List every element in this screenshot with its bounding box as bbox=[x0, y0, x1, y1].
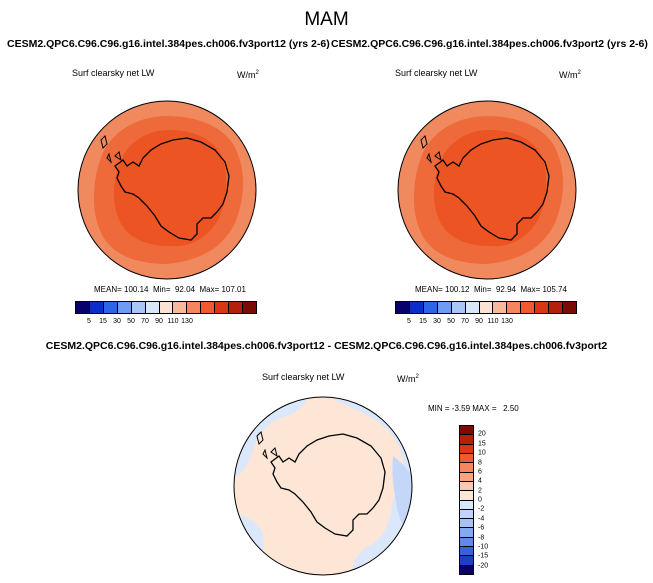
colorbar-tick-label: 4 bbox=[478, 477, 482, 485]
colorbar-swatch bbox=[409, 302, 424, 313]
colorbar-swatch bbox=[117, 302, 132, 313]
colorbar-tick-label: 90 bbox=[475, 318, 483, 325]
colorbar-swatch bbox=[460, 426, 473, 436]
colorbar-swatch bbox=[563, 302, 576, 313]
colorbar-swatch bbox=[460, 519, 473, 529]
right-colorbar-labels: 5 15 30 50 70 90 110 130 bbox=[395, 318, 577, 328]
colorbar-swatch bbox=[460, 556, 473, 566]
colorbar-swatch bbox=[479, 302, 494, 313]
left-variable-label: Surf clearsky net LW bbox=[72, 68, 155, 78]
colorbar-swatch bbox=[229, 302, 244, 313]
right-polar-map bbox=[397, 100, 577, 280]
colorbar-swatch bbox=[89, 302, 104, 313]
colorbar-swatch bbox=[173, 302, 188, 313]
colorbar-swatch bbox=[460, 491, 473, 501]
colorbar-swatch bbox=[460, 509, 473, 520]
colorbar-tick-label: -10 bbox=[478, 543, 489, 551]
colorbar-swatch bbox=[460, 547, 473, 557]
colorbar-swatch bbox=[103, 302, 118, 313]
colorbar-tick-label: 2 bbox=[478, 487, 482, 495]
right-variable-label: Surf clearsky net LW bbox=[395, 68, 478, 78]
colorbar-tick-label: 8 bbox=[478, 459, 482, 466]
difference-polar-map bbox=[233, 396, 413, 576]
colorbar-tick-label: 10 bbox=[478, 449, 486, 457]
colorbar-swatch bbox=[159, 302, 174, 313]
colorbar-tick-label: 5 bbox=[87, 318, 91, 325]
colorbar-tick-label: 20 bbox=[478, 430, 486, 438]
difference-unit-label: W/m2 bbox=[397, 374, 419, 384]
colorbar-swatch bbox=[187, 302, 202, 313]
colorbar-tick-label: -8 bbox=[478, 534, 485, 541]
colorbar-swatch bbox=[460, 453, 473, 464]
colorbar-swatch bbox=[460, 435, 473, 445]
left-stats: MEAN= 100.14 Min= 92.04 Max= 107.01 bbox=[94, 285, 246, 294]
colorbar-swatch bbox=[521, 302, 536, 313]
colorbar-swatch bbox=[460, 463, 473, 473]
left-unit-label: W/m2 bbox=[237, 70, 259, 80]
left-panel-title: CESM2.QPC6.C96.C96.g16.intel.384pes.ch00… bbox=[7, 38, 330, 50]
colorbar-swatch bbox=[460, 528, 473, 538]
colorbar-tick-label: -20 bbox=[478, 562, 489, 570]
colorbar-swatch bbox=[423, 302, 438, 313]
colorbar-swatch bbox=[437, 302, 452, 313]
colorbar-tick-label: 6 bbox=[478, 468, 482, 476]
colorbar-swatch bbox=[460, 444, 473, 454]
colorbar-swatch bbox=[460, 500, 473, 510]
colorbar-tick-label: 90 bbox=[155, 318, 163, 325]
difference-panel-title: CESM2.QPC6.C96.C96.g16.intel.384pes.ch00… bbox=[45, 340, 608, 352]
difference-variable-label: Surf clearsky net LW bbox=[262, 372, 345, 382]
colorbar-tick-label: 70 bbox=[461, 318, 469, 325]
colorbar-tick-label: 50 bbox=[447, 318, 455, 325]
colorbar-swatch bbox=[243, 302, 256, 313]
right-colorbar bbox=[395, 301, 577, 314]
right-panel-title: CESM2.QPC6.C96.C96.g16.intel.384pes.ch00… bbox=[331, 38, 648, 50]
colorbar-tick-label: -6 bbox=[478, 524, 485, 532]
right-stats: MEAN= 100.12 Min= 92.94 Max= 105.74 bbox=[415, 285, 567, 294]
colorbar-swatch bbox=[201, 302, 216, 313]
left-colorbar-labels: 5 15 30 50 70 90 110 130 bbox=[75, 318, 257, 328]
colorbar-swatch bbox=[451, 302, 466, 313]
colorbar-tick-label: 15 bbox=[478, 440, 486, 448]
colorbar-tick-label: -2 bbox=[478, 505, 485, 513]
colorbar-swatch bbox=[493, 302, 508, 313]
figure-title: MAM bbox=[304, 9, 349, 30]
colorbar-swatch bbox=[535, 302, 550, 313]
colorbar-swatch bbox=[460, 565, 473, 574]
colorbar-tick-label: 110 bbox=[167, 318, 179, 325]
colorbar-swatch bbox=[465, 302, 480, 313]
colorbar-swatch bbox=[131, 302, 146, 313]
colorbar-tick-label: 110 bbox=[487, 318, 499, 325]
colorbar-tick-label: 130 bbox=[501, 318, 513, 325]
colorbar-tick-label: 15 bbox=[419, 318, 427, 325]
colorbar-swatch bbox=[549, 302, 564, 313]
colorbar-tick-label: 130 bbox=[181, 318, 193, 325]
difference-colorbar bbox=[459, 425, 474, 575]
colorbar-swatch bbox=[507, 302, 522, 313]
colorbar-tick-label: 50 bbox=[127, 318, 135, 325]
colorbar-swatch bbox=[145, 302, 160, 313]
colorbar-swatch bbox=[396, 302, 410, 313]
difference-colorbar-labels: 20 15 10 8 6 4 2 0 -2 -4 -6 -8 -10 -15 -20 bbox=[478, 425, 508, 575]
colorbar-swatch bbox=[460, 481, 473, 492]
colorbar-swatch bbox=[215, 302, 230, 313]
colorbar-swatch bbox=[460, 472, 473, 482]
colorbar-tick-label: -15 bbox=[478, 552, 489, 560]
colorbar-swatch bbox=[460, 537, 473, 548]
difference-stats: MIN = -3.59 MAX = 2.50 bbox=[428, 404, 519, 413]
colorbar-swatch bbox=[76, 302, 90, 313]
colorbar-tick-label: 70 bbox=[141, 318, 149, 325]
colorbar-tick-label: 30 bbox=[433, 318, 441, 325]
colorbar-tick-label: 5 bbox=[407, 318, 411, 325]
colorbar-tick-label: 15 bbox=[99, 318, 107, 325]
colorbar-tick-label: 0 bbox=[478, 496, 482, 504]
left-colorbar bbox=[75, 301, 257, 314]
colorbar-tick-label: -4 bbox=[478, 515, 485, 523]
right-unit-label: W/m2 bbox=[559, 70, 581, 80]
colorbar-tick-label: 30 bbox=[113, 318, 121, 325]
left-polar-map bbox=[77, 100, 257, 280]
